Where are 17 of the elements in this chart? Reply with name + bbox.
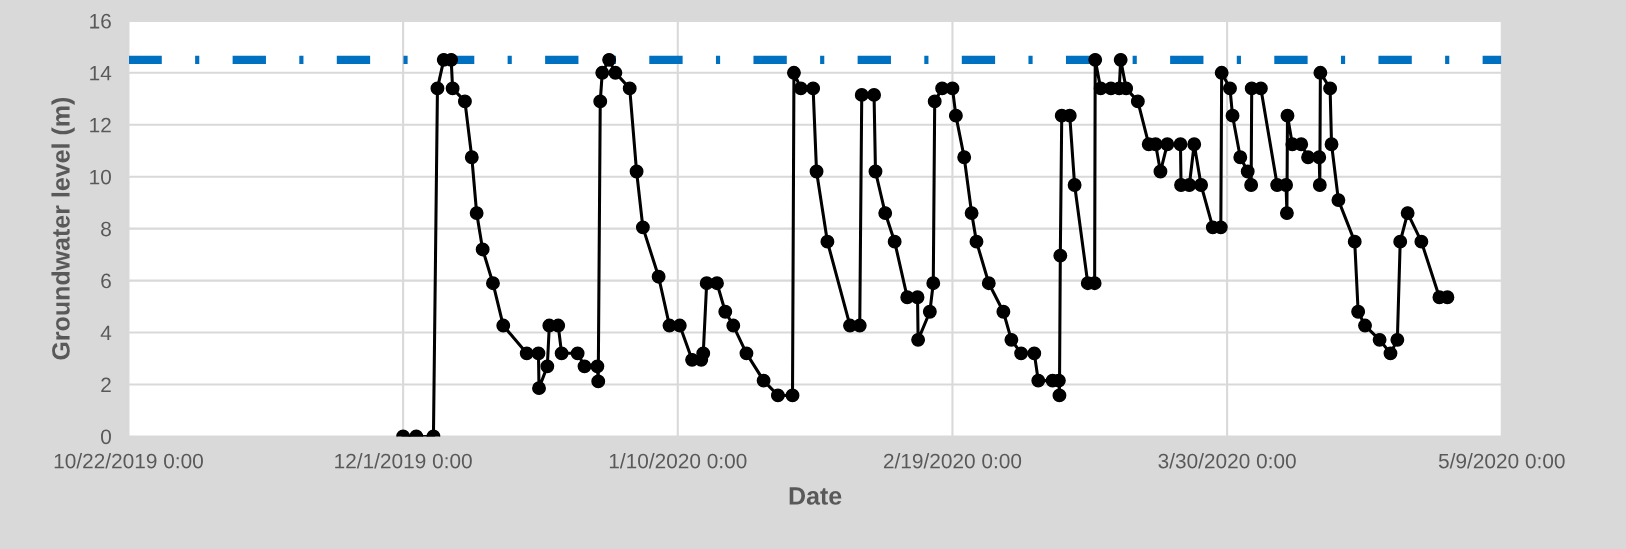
y-tick-label: 14 [90, 66, 112, 81]
y-axis-title: Groundwater level (m) [51, 97, 75, 360]
x-tick-label: 12/1/2019 0:00 [335, 453, 472, 469]
x-tick-label: 3/30/2020 0:00 [1158, 453, 1296, 469]
x-axis-title: Date [789, 487, 842, 505]
x-tick-label: 1/10/2020 0:00 [609, 453, 747, 469]
y-tick-label: 4 [100, 325, 112, 341]
y-tick-label: 2 [101, 377, 111, 393]
y-tick-label: 12 [90, 117, 111, 133]
x-tick-label: 10/22/2019 0:00 [54, 453, 203, 469]
y-tick-label: 10 [90, 169, 111, 185]
y-tick-label: 6 [101, 273, 111, 289]
x-tick-label: 5/9/2020 0:00 [1438, 453, 1565, 469]
y-tick-label: 16 [90, 13, 111, 29]
y-tick-label: 8 [101, 221, 111, 237]
x-tick-label: 2/19/2020 0:00 [883, 453, 1022, 469]
y-tick-label: 0 [101, 429, 111, 445]
